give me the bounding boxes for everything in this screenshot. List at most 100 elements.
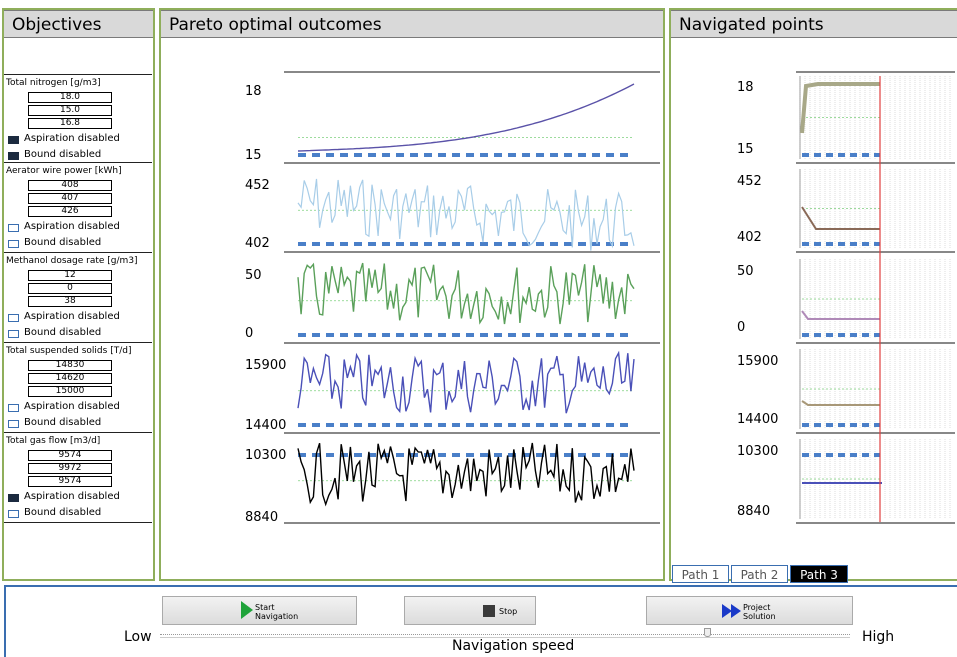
objective-value-field[interactable]: 18.0 (28, 92, 112, 103)
navigated-axis-bottom-label: 0 (737, 320, 746, 335)
aspiration-label: Aspiration disabled (24, 311, 120, 322)
navigated-path-line (800, 82, 880, 134)
aspiration-checkbox[interactable] (8, 224, 19, 232)
pareto-axis-top-label: 10300 (245, 448, 287, 463)
navigated-axis-bottom-label: 402 (737, 230, 762, 245)
pareto-axis-bottom-label: 15 (245, 148, 262, 163)
stop-icon (483, 605, 495, 617)
objective-value-field[interactable]: 38 (28, 296, 112, 307)
pareto-title: Pareto optimal outcomes (161, 10, 663, 38)
bound-label: Bound disabled (24, 237, 102, 248)
navigated-path-line (801, 206, 880, 230)
bound-label: Bound disabled (24, 149, 102, 160)
navigated-panel: Navigated points (669, 8, 957, 581)
pareto-axis-top-label: 50 (245, 268, 262, 283)
objective-value-field[interactable]: 9574 (28, 450, 112, 461)
bound-checkbox[interactable] (8, 510, 19, 518)
start-label-1: Start (255, 603, 275, 612)
pareto-series-line (297, 350, 635, 414)
pareto-axis-top-label: 15900 (245, 358, 287, 373)
low-label: Low (124, 629, 152, 645)
objective-separator (4, 74, 152, 75)
speed-slider-track[interactable] (160, 634, 850, 638)
objective-separator (4, 342, 152, 343)
objective-separator (4, 162, 152, 163)
navigated-axis-top-label: 50 (737, 264, 754, 279)
objective-value-field[interactable]: 426 (28, 206, 112, 217)
objective-value-field[interactable]: 14620 (28, 373, 112, 384)
bound-label: Bound disabled (24, 417, 102, 428)
tab-path-2[interactable]: Path 2 (731, 565, 788, 583)
objective-name: Total nitrogen [g/m3] (6, 78, 101, 88)
objective-separator (4, 522, 152, 523)
objective-name: Total suspended solids [T/d] (6, 346, 132, 356)
pareto-axis-bottom-label: 14400 (245, 418, 287, 433)
navigated-axis-top-label: 15900 (737, 354, 779, 369)
objective-name: Aerator wire power [kWh] (6, 166, 122, 176)
stop-button[interactable]: Stop (404, 596, 536, 625)
navigated-path-line (801, 400, 880, 406)
objective-separator (4, 432, 152, 433)
pareto-panel: Pareto optimal outcomes (159, 8, 665, 581)
navigated-title: Navigated points (671, 10, 957, 38)
bound-checkbox[interactable] (8, 420, 19, 428)
bound-label: Bound disabled (24, 327, 102, 338)
objectives-title: Objectives (4, 10, 153, 38)
aspiration-checkbox[interactable] (8, 404, 19, 412)
control-panel (4, 585, 957, 657)
start-navigation-button[interactable]: Start Navigation (162, 596, 357, 625)
aspiration-checkbox[interactable] (8, 494, 19, 502)
navigated-axis-bottom-label: 15 (737, 142, 754, 157)
objective-value-field[interactable]: 14830 (28, 360, 112, 371)
pareto-series-line (297, 83, 635, 152)
tab-path-3[interactable]: Path 3 (790, 565, 848, 583)
pareto-axis-bottom-label: 402 (245, 236, 270, 251)
speed-slider-thumb[interactable] (704, 628, 711, 637)
objective-name: Total gas flow [m3/d] (6, 436, 101, 446)
navigated-axis-bottom-label: 8840 (737, 504, 771, 519)
objective-value-field[interactable]: 15000 (28, 386, 112, 397)
aspiration-label: Aspiration disabled (24, 491, 120, 502)
objective-value-field[interactable]: 0 (28, 283, 112, 294)
project-label-2: Solution (743, 612, 776, 621)
pareto-series-line (297, 262, 635, 325)
bound-label: Bound disabled (24, 507, 102, 518)
objective-value-field[interactable]: 9972 (28, 463, 112, 474)
objective-value-field[interactable]: 12 (28, 270, 112, 281)
navigated-axis-top-label: 18 (737, 80, 754, 95)
objective-value-field[interactable]: 16.8 (28, 118, 112, 129)
bound-checkbox[interactable] (8, 240, 19, 248)
objective-value-field[interactable]: 15.0 (28, 105, 112, 116)
project-label-1: Project (743, 603, 771, 612)
navigated-path-line (801, 310, 880, 320)
objective-separator (4, 252, 152, 253)
navigated-axis-top-label: 10300 (737, 444, 779, 459)
aspiration-checkbox[interactable] (8, 314, 19, 322)
navigated-axis-bottom-label: 14400 (737, 412, 779, 427)
objective-value-field[interactable]: 407 (28, 193, 112, 204)
fast-forward-icon (722, 604, 741, 618)
objective-value-field[interactable]: 408 (28, 180, 112, 191)
objective-value-field[interactable]: 9574 (28, 476, 112, 487)
aspiration-checkbox[interactable] (8, 136, 19, 144)
navigated-axis-top-label: 452 (737, 174, 762, 189)
pareto-series-line (297, 442, 635, 507)
pareto-axis-bottom-label: 8840 (245, 510, 279, 525)
objective-name: Methanol dosage rate [g/m3] (6, 256, 138, 266)
pareto-series-line (297, 178, 635, 251)
aspiration-label: Aspiration disabled (24, 133, 120, 144)
navigation-speed-label: Navigation speed (452, 638, 575, 654)
aspiration-label: Aspiration disabled (24, 401, 120, 412)
aspiration-label: Aspiration disabled (24, 221, 120, 232)
stop-label: Stop (499, 607, 518, 616)
bound-checkbox[interactable] (8, 152, 19, 160)
project-solution-button[interactable]: Project Solution (646, 596, 853, 625)
pareto-axis-top-label: 452 (245, 178, 270, 193)
high-label: High (862, 629, 895, 645)
pareto-axis-bottom-label: 0 (245, 326, 254, 341)
bound-checkbox[interactable] (8, 330, 19, 338)
pareto-axis-top-label: 18 (245, 84, 262, 99)
tab-path-1[interactable]: Path 1 (672, 565, 729, 583)
start-label-2: Navigation (255, 612, 299, 621)
